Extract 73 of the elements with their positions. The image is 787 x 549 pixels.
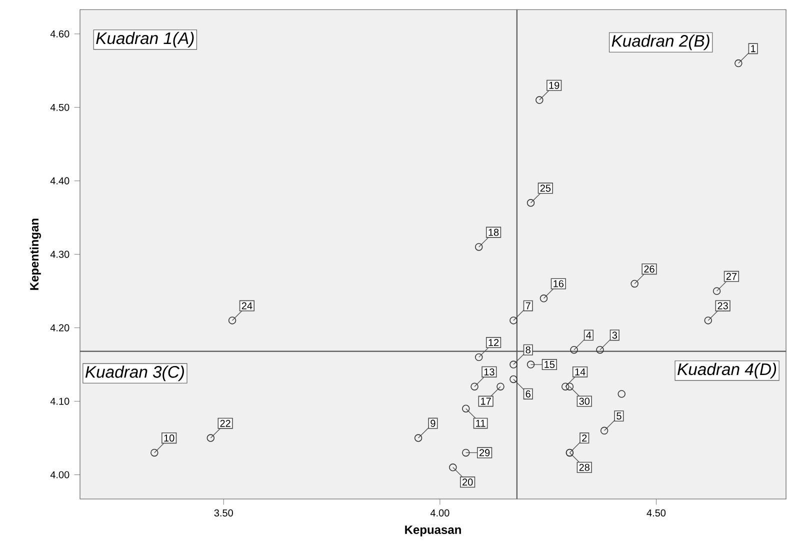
annotation: 25	[540, 184, 551, 192]
annotation: 6	[526, 390, 530, 398]
point	[600, 426, 608, 435]
x-axis-title: Kepuasan	[405, 526, 461, 536]
point	[474, 243, 483, 251]
point	[596, 346, 604, 354]
point	[540, 294, 548, 302]
y-tick-label: 4.20	[50, 324, 70, 332]
annotation: 26	[644, 266, 654, 273]
annotation: Kuadran 3(C)	[85, 366, 184, 382]
annotation: 28	[579, 464, 590, 471]
x-tick-label: 4.50	[646, 509, 666, 516]
annotation: 23	[718, 302, 728, 310]
annotation: Kuadran 4(D)	[678, 362, 776, 378]
annotation: 22	[220, 420, 230, 427]
annotation: 18	[488, 228, 499, 236]
point	[712, 287, 721, 295]
point	[470, 382, 478, 390]
annotation: 1	[751, 45, 756, 52]
x-tick-label: 3.50	[214, 509, 233, 516]
point	[474, 353, 483, 362]
annotation: 9	[430, 420, 436, 427]
y-tick-label: 4.30	[50, 250, 70, 258]
annotation: 3	[612, 332, 617, 339]
annotation: Kuadran 1(A)	[96, 32, 194, 48]
point	[618, 390, 626, 398]
y-tick-label: 4.40	[50, 177, 70, 184]
annotation: 17	[481, 398, 491, 405]
annotation: 19	[549, 82, 560, 89]
annotation: 5	[616, 412, 622, 420]
annotation: 14	[575, 368, 586, 376]
point	[449, 464, 457, 472]
point	[510, 375, 518, 384]
point	[510, 360, 518, 368]
x-tick-label: 4.00	[430, 509, 450, 516]
point	[704, 316, 712, 324]
annotation: 15	[544, 361, 555, 368]
annotation: 7	[526, 302, 530, 310]
y-tick-label: 4.50	[50, 104, 70, 111]
annotation: 29	[479, 449, 490, 456]
annotation: 24	[242, 302, 252, 310]
point	[510, 316, 518, 324]
y-axis-title: Kepentingan	[30, 218, 41, 290]
annotation: 20	[462, 478, 473, 486]
point	[734, 59, 742, 68]
point	[526, 360, 535, 368]
point	[228, 316, 236, 324]
point	[496, 382, 504, 390]
point	[150, 448, 158, 457]
annotation: 11	[476, 420, 486, 427]
point	[630, 280, 638, 288]
annotation: 30	[579, 398, 590, 405]
y-tick-label: 4.00	[50, 471, 70, 478]
annotation: 16	[554, 280, 564, 288]
point	[570, 346, 578, 354]
annotation: 4	[586, 332, 592, 339]
point	[526, 199, 535, 207]
point	[562, 382, 570, 390]
y-tick-label: 4.10	[50, 398, 70, 405]
point	[206, 434, 215, 442]
annotation: 27	[726, 272, 737, 280]
point	[566, 382, 574, 390]
annotation: Kuadran 2(B)	[612, 34, 710, 50]
annotation: 2	[582, 434, 587, 442]
annotation: 10	[164, 434, 174, 442]
point	[414, 434, 422, 442]
point	[462, 404, 470, 412]
annotation: 8	[526, 346, 530, 354]
y-tick-label: 4.60	[50, 30, 70, 38]
annotation: 13	[484, 368, 494, 376]
point	[462, 448, 470, 457]
annotation: 12	[488, 339, 499, 346]
point	[536, 96, 544, 104]
